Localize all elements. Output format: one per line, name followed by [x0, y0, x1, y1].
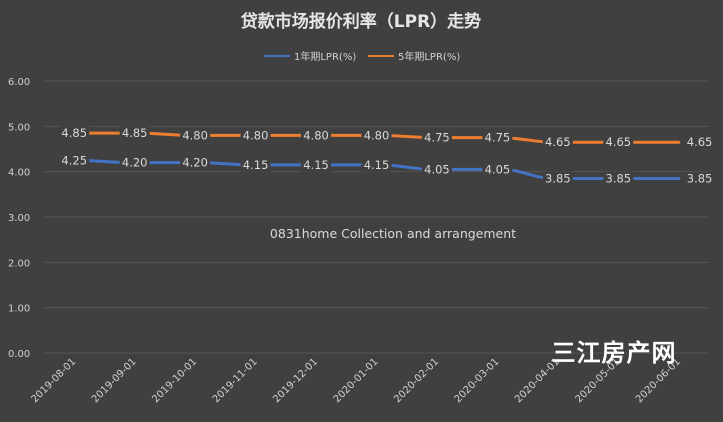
- y-tick-label: 0.00: [8, 349, 30, 360]
- data-labels: 4.25 4.20 4.20 4.15 4.15 4.15 4.05 4.05 3.85 3.85…: [59, 126, 713, 186]
- data-label: 4.80: [243, 128, 269, 142]
- data-label-bg: [603, 135, 634, 150]
- y-tick-label: 4.00: [8, 168, 30, 179]
- data-label-bg: [603, 171, 634, 186]
- x-tick-label: 2019-08-01: [29, 356, 78, 405]
- data-label: 4.15: [303, 158, 329, 172]
- data-label-bg: [482, 130, 513, 145]
- x-tick-label: 2019-11-01: [211, 356, 260, 405]
- y-tick-label: 1.00: [8, 304, 30, 315]
- data-label-bg: [59, 153, 90, 168]
- data-label: 4.15: [364, 158, 390, 172]
- watermark-logo: 三江房产网: [552, 339, 677, 367]
- data-label: 4.65: [606, 135, 632, 149]
- data-label: 4.20: [122, 156, 148, 170]
- legend-label: 1年期LPR(%): [294, 50, 356, 63]
- y-axis: 0.00 1.00 2.00 3.00 4.00 5.00 6.00: [8, 77, 30, 360]
- data-label: 4.75: [424, 131, 450, 145]
- data-label: 4.80: [303, 128, 329, 142]
- y-tick-label: 2.00: [8, 258, 30, 269]
- grid: [44, 80, 709, 354]
- data-label-bg: [421, 130, 452, 145]
- data-label: 4.80: [364, 128, 390, 142]
- data-label-bg: [542, 135, 573, 150]
- data-label: 4.85: [122, 126, 148, 140]
- chart-annotation: 0831home Collection and arrangement: [270, 226, 516, 241]
- data-label: 4.65: [687, 135, 713, 149]
- data-label-bg: [59, 126, 90, 141]
- y-tick-label: 5.00: [8, 122, 30, 133]
- x-tick-label: 2019-12-01: [271, 356, 320, 405]
- data-label-bg: [542, 171, 573, 186]
- data-label: 4.65: [545, 135, 571, 149]
- data-label-bg: [301, 128, 332, 143]
- data-label-bg: [361, 157, 392, 172]
- data-label-bg: [482, 162, 513, 177]
- x-tick-label: 2019-09-01: [90, 356, 139, 405]
- x-tick-label: 2020-02-01: [392, 356, 441, 405]
- y-tick-label: 6.00: [8, 77, 30, 88]
- data-label: 3.85: [687, 171, 713, 185]
- chart-title: 贷款市场报价利率（LPR）走势: [241, 11, 481, 32]
- data-label: 4.75: [485, 131, 511, 145]
- x-tick-label: 2020-01-01: [332, 356, 381, 405]
- data-label: 4.05: [485, 162, 511, 176]
- x-tick-label: 2020-03-01: [453, 356, 502, 405]
- data-label: 4.25: [61, 153, 87, 167]
- data-label: 4.20: [182, 156, 208, 170]
- data-label-bg: [180, 155, 211, 170]
- data-label-bg: [119, 126, 150, 141]
- data-label: 4.15: [243, 158, 269, 172]
- data-label: 3.85: [545, 171, 571, 185]
- data-label: 4.80: [182, 128, 208, 142]
- y-tick-label: 3.00: [8, 213, 30, 224]
- x-tick-label: 2019-10-01: [150, 356, 199, 405]
- data-label-bg: [240, 157, 271, 172]
- data-label: 4.05: [424, 162, 450, 176]
- data-label-bg: [119, 155, 150, 170]
- data-label-bg: [180, 128, 211, 143]
- legend: 1年期LPR(%) 5年期LPR(%): [264, 50, 460, 63]
- data-label: 4.85: [61, 126, 87, 140]
- legend-label: 5年期LPR(%): [398, 50, 460, 63]
- data-label: 3.85: [606, 171, 632, 185]
- data-label-bg: [301, 157, 332, 172]
- data-label-bg: [421, 162, 452, 177]
- data-label-bg: [240, 128, 271, 143]
- data-label-bg: [361, 128, 392, 143]
